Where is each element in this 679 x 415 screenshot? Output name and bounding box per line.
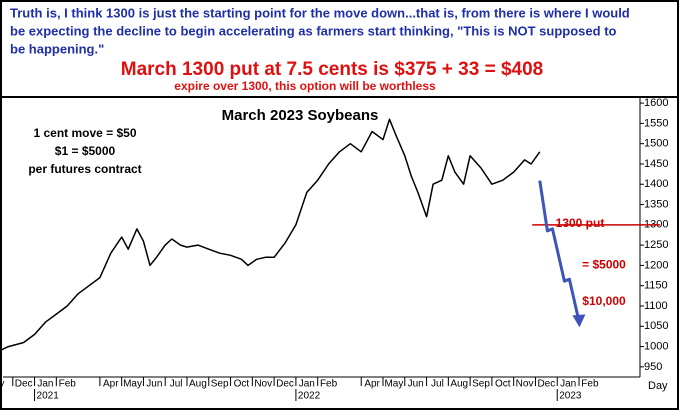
annotation: $10,000	[582, 294, 626, 308]
y-tick-label: 1600	[644, 97, 668, 109]
note: per futures contract	[28, 162, 141, 176]
x-tick-label: Dec	[537, 379, 555, 390]
x-tick-label: Apr	[364, 379, 380, 390]
reference-label: 1300 put	[556, 216, 605, 230]
arrow-head	[572, 314, 586, 328]
header-line: Truth is, I think 1300 is just the start…	[10, 5, 630, 20]
x-tick-label: Aug	[450, 379, 468, 390]
x-tick-label: Dec	[15, 379, 33, 390]
headline: March 1300 put at 7.5 cents is $375 + 33…	[121, 59, 543, 80]
y-tick-label: 1050	[644, 320, 668, 332]
year-label: 2021	[37, 391, 60, 402]
x-tick-label: Oct	[234, 379, 250, 390]
x-tick-label: Nov	[516, 379, 534, 390]
x-tick-label: Jun	[146, 379, 162, 390]
header-line: be happening."	[10, 41, 104, 56]
x-tick-label: Feb	[320, 379, 338, 390]
y-tick-label: 950	[644, 361, 662, 373]
y-tick-label: 1500	[644, 138, 668, 150]
x-tick-label: Sep	[211, 379, 229, 390]
x-tick-label: Jan	[299, 379, 315, 390]
year-label: 2022	[298, 391, 321, 402]
subline: expire over 1300, this option will be wo…	[174, 79, 436, 93]
x-tick-label: Feb	[581, 379, 599, 390]
y-tick-label: 1100	[644, 300, 668, 312]
x-tick-label: Oct	[495, 379, 511, 390]
annotation: = $5000	[582, 258, 626, 272]
x-axis-label: Day	[648, 380, 668, 392]
x-tick-label: May	[123, 379, 142, 390]
y-tick-label: 1450	[644, 158, 668, 170]
x-tick-label: Jan	[37, 379, 53, 390]
y-tick-label: 1150	[644, 280, 668, 292]
y-tick-label: 1400	[644, 178, 668, 190]
x-tick-label: Nov	[254, 379, 272, 390]
y-tick-label: 1350	[644, 198, 668, 210]
x-tick-label: Jul	[431, 379, 444, 390]
x-tick-label: v	[0, 379, 4, 390]
y-tick-label: 1250	[644, 239, 668, 251]
x-tick-label: Jun	[408, 379, 424, 390]
x-tick-label: Apr	[103, 379, 119, 390]
x-tick-label: Feb	[59, 379, 77, 390]
x-tick-label: Jan	[560, 379, 576, 390]
year-label: 2023	[559, 391, 582, 402]
note: 1 cent move = $50	[33, 126, 136, 140]
x-tick-label: Sep	[472, 379, 490, 390]
x-tick-label: Jul	[170, 379, 183, 390]
note: $1 = $5000	[55, 144, 116, 158]
chart-title: March 2023 Soybeans	[222, 107, 379, 124]
price-line	[538, 180, 581, 324]
x-tick-label: Dec	[276, 379, 294, 390]
y-tick-label: 1550	[644, 117, 668, 129]
y-tick-label: 1200	[644, 259, 668, 271]
price-line	[0, 118, 541, 352]
header-line: be expecting the decline to begin accele…	[10, 23, 617, 38]
x-tick-label: Aug	[189, 379, 207, 390]
x-tick-label: May	[384, 379, 403, 390]
y-tick-label: 1000	[644, 340, 668, 352]
